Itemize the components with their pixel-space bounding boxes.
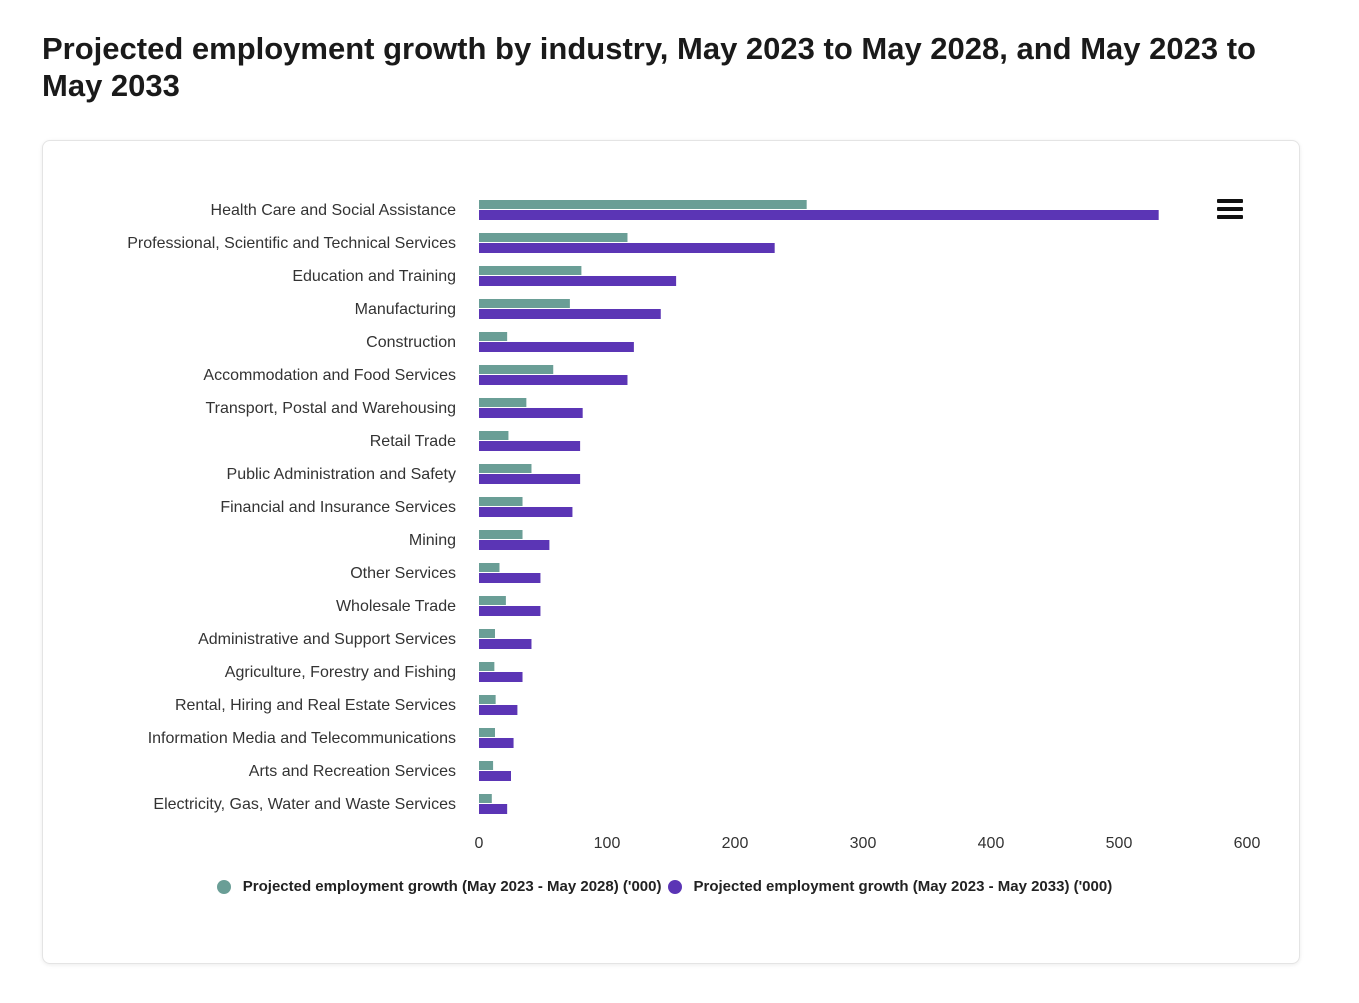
bar-2028[interactable] bbox=[479, 332, 508, 341]
category-label: Public Administration and Safety bbox=[227, 466, 456, 483]
bar-2028[interactable] bbox=[479, 761, 494, 770]
bar-2028[interactable] bbox=[479, 464, 532, 473]
bar-2033[interactable] bbox=[479, 243, 775, 253]
category-label: Retail Trade bbox=[370, 433, 456, 450]
bar-2033[interactable] bbox=[479, 573, 541, 583]
category-label: Administrative and Support Services bbox=[198, 631, 456, 648]
x-tick-label: 200 bbox=[722, 835, 749, 852]
x-tick-label: 600 bbox=[1234, 835, 1261, 852]
bar-2028[interactable] bbox=[479, 497, 523, 506]
category-label: Education and Training bbox=[292, 268, 456, 285]
legend-item-2028[interactable]: Projected employment growth (May 2023 - … bbox=[216, 878, 662, 895]
category-label: Professional, Scientific and Technical S… bbox=[127, 235, 456, 252]
bar-2033[interactable] bbox=[479, 309, 661, 319]
category-label: Wholesale Trade bbox=[336, 598, 456, 615]
bar-2033[interactable] bbox=[479, 474, 581, 484]
bar-2033[interactable] bbox=[479, 639, 532, 649]
bar-2028[interactable] bbox=[479, 728, 495, 737]
category-label: Construction bbox=[366, 334, 456, 351]
category-label: Rental, Hiring and Real Estate Services bbox=[175, 697, 456, 714]
bar-2028[interactable] bbox=[479, 794, 492, 803]
bar-2028[interactable] bbox=[479, 530, 523, 539]
bar-2028[interactable] bbox=[479, 695, 496, 704]
category-label: Accommodation and Food Services bbox=[203, 367, 456, 384]
category-label: Electricity, Gas, Water and Waste Servic… bbox=[153, 796, 456, 813]
bar-2028[interactable] bbox=[479, 431, 509, 440]
bar-2033[interactable] bbox=[479, 705, 518, 715]
bar-2033[interactable] bbox=[479, 210, 1159, 220]
bar-2033[interactable] bbox=[479, 276, 677, 286]
bar-2028[interactable] bbox=[479, 662, 495, 671]
bar-2033[interactable] bbox=[479, 540, 550, 550]
category-label: Manufacturing bbox=[355, 301, 456, 318]
legend-dot-2033 bbox=[667, 879, 682, 894]
legend-label-2033: Projected employment growth (May 2023 - … bbox=[693, 878, 1113, 895]
bar-2028[interactable] bbox=[479, 596, 506, 605]
legend-dot-2028 bbox=[216, 879, 231, 894]
legend-item-2033[interactable]: Projected employment growth (May 2023 - … bbox=[667, 878, 1113, 895]
x-tick-label: 100 bbox=[594, 835, 621, 852]
bar-2028[interactable] bbox=[479, 398, 527, 407]
bar-2028[interactable] bbox=[479, 200, 807, 209]
chart-title: Projected employment growth by industry,… bbox=[42, 31, 1256, 103]
category-label: Agriculture, Forestry and Fishing bbox=[225, 664, 456, 681]
bar-2028[interactable] bbox=[479, 365, 554, 374]
bar-2028[interactable] bbox=[479, 299, 570, 308]
bar-2033[interactable] bbox=[479, 375, 628, 385]
category-label: Other Services bbox=[350, 565, 456, 582]
bar-2033[interactable] bbox=[479, 672, 523, 682]
bar-2033[interactable] bbox=[479, 804, 508, 814]
bar-2028[interactable] bbox=[479, 563, 500, 572]
category-label: Arts and Recreation Services bbox=[249, 763, 456, 780]
hamburger-menu-icon[interactable] bbox=[1217, 199, 1243, 221]
legend: Projected employment growth (May 2023 - … bbox=[0, 878, 1359, 895]
bar-2033[interactable] bbox=[479, 408, 583, 418]
bar-2033[interactable] bbox=[479, 441, 581, 451]
x-tick-label: 0 bbox=[475, 835, 484, 852]
bar-2033[interactable] bbox=[479, 606, 541, 616]
category-label: Health Care and Social Assistance bbox=[211, 202, 457, 219]
bar-2028[interactable] bbox=[479, 233, 628, 242]
bar-2033[interactable] bbox=[479, 738, 514, 748]
category-label: Financial and Insurance Services bbox=[220, 499, 456, 516]
bar-2028[interactable] bbox=[479, 629, 495, 638]
category-label: Mining bbox=[409, 532, 456, 549]
category-label: Transport, Postal and Warehousing bbox=[206, 400, 457, 417]
bar-2033[interactable] bbox=[479, 771, 511, 781]
x-tick-label: 300 bbox=[850, 835, 877, 852]
x-tick-label: 400 bbox=[978, 835, 1005, 852]
category-label: Information Media and Telecommunications bbox=[148, 730, 456, 747]
bar-2028[interactable] bbox=[479, 266, 582, 275]
legend-label-2028: Projected employment growth (May 2023 - … bbox=[242, 878, 662, 895]
bar-2033[interactable] bbox=[479, 507, 573, 517]
bar-2033[interactable] bbox=[479, 342, 634, 352]
x-tick-label: 500 bbox=[1106, 835, 1133, 852]
